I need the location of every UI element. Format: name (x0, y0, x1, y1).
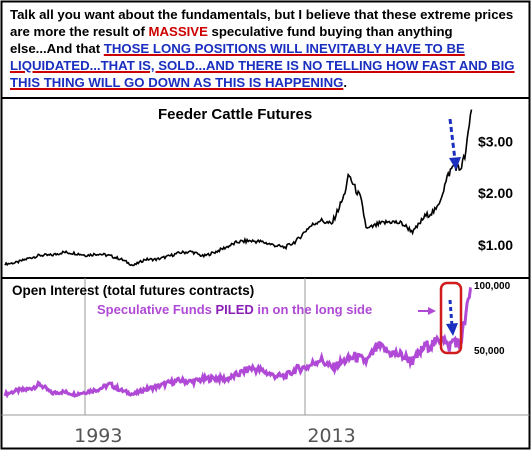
x-tick-label: 1993 (74, 425, 122, 447)
price-y-tick-label: $3.00 (478, 133, 513, 149)
commentary-massive: MASSIVE (148, 24, 208, 39)
price-chart-title: Feeder Cattle Futures (158, 106, 313, 123)
price-y-tick-label: $2.00 (478, 185, 513, 201)
commentary-part3: speculative fund buying than anything el… (10, 24, 453, 56)
oi-y-tick-label: 100,000 (474, 281, 511, 292)
commentary-warning: THOSE LONG POSITIONS WILL INEVITABLY HAV… (10, 41, 515, 90)
open-interest-series-line (3, 286, 472, 399)
x-tick-label: 2013 (307, 425, 355, 447)
oi-chart-title: Open Interest (total futures contracts) (12, 283, 255, 298)
oi-annotation: Speculative Funds PILED in on the long s… (97, 302, 372, 317)
oi-annotation-before: Speculative Funds (97, 302, 216, 317)
oi-y-tick-label: 50,000 (474, 346, 505, 357)
oi-down-arrow (446, 299, 458, 336)
price-series-line (4, 109, 473, 267)
annotation-arrow (418, 307, 436, 315)
commentary-part1: Talk all you want about the fundamentals… (10, 7, 514, 39)
oi-annotation-after: in on the long side (253, 302, 373, 317)
price-down-arrow (448, 118, 461, 170)
commentary-text: Talk all you want about the fundamentals… (10, 6, 515, 91)
oi-annotation-emph: PILED (215, 302, 254, 317)
price-y-tick-label: $1.00 (478, 237, 513, 253)
commentary-part5: . (343, 75, 348, 90)
highlight-box (439, 281, 463, 355)
